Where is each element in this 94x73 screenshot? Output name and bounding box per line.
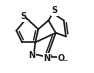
Text: O: O: [57, 54, 64, 63]
Text: −: −: [62, 58, 67, 63]
Text: S: S: [20, 12, 26, 21]
Text: +: +: [49, 53, 53, 58]
Text: S: S: [51, 6, 57, 15]
Text: N: N: [28, 51, 35, 60]
Text: N: N: [44, 54, 50, 63]
Polygon shape: [11, 0, 83, 73]
